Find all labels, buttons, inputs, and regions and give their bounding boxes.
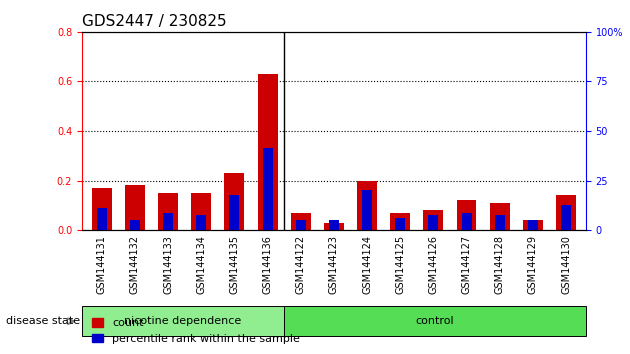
Bar	[457, 200, 476, 230]
Bar	[390, 213, 410, 230]
Text: GDS2447 / 230825: GDS2447 / 230825	[82, 14, 227, 29]
Bar	[197, 215, 206, 230]
Bar	[395, 218, 405, 230]
Bar	[258, 74, 278, 230]
Bar	[125, 185, 145, 230]
Text: disease state: disease state	[6, 316, 81, 326]
Bar	[130, 220, 140, 230]
Bar	[163, 213, 173, 230]
Bar	[97, 208, 106, 230]
Bar	[495, 215, 505, 230]
Bar	[224, 173, 244, 230]
Bar	[295, 220, 306, 230]
Bar	[263, 148, 273, 230]
Bar	[428, 215, 438, 230]
Text: control: control	[415, 316, 454, 326]
Bar	[192, 193, 211, 230]
Bar	[423, 210, 444, 230]
Bar	[556, 195, 576, 230]
Bar	[462, 213, 471, 230]
Legend: count, percentile rank within the sample: count, percentile rank within the sample	[88, 314, 304, 348]
Bar	[362, 190, 372, 230]
Bar	[490, 203, 510, 230]
Bar	[92, 188, 112, 230]
Bar	[229, 195, 239, 230]
Bar	[357, 181, 377, 230]
Bar	[561, 205, 571, 230]
Text: nicotine dependence: nicotine dependence	[124, 316, 241, 326]
Bar	[329, 220, 339, 230]
Bar	[324, 223, 344, 230]
Bar	[291, 213, 311, 230]
Bar	[158, 193, 178, 230]
Bar	[528, 220, 538, 230]
Bar	[523, 220, 543, 230]
